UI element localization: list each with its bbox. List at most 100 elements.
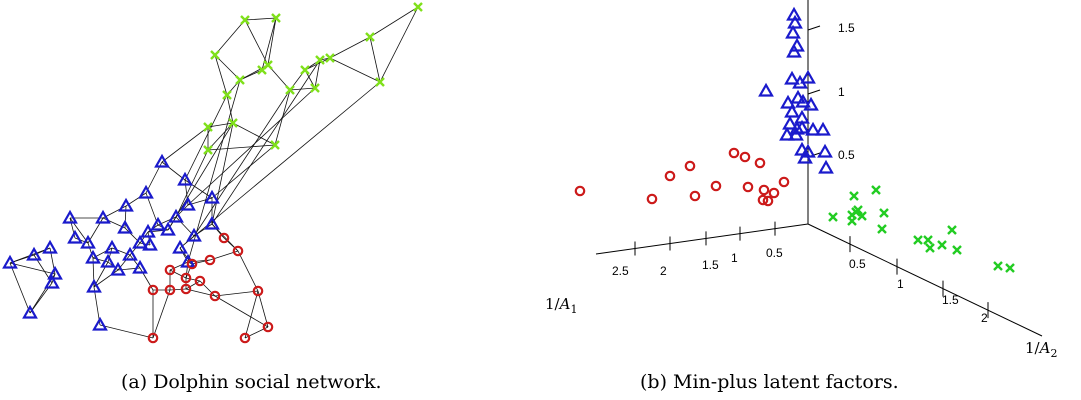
network-node-circle [186, 258, 198, 270]
scatter-point-triangle [784, 70, 800, 85]
network-node-triangle [138, 184, 154, 199]
scatter-point-circle [646, 193, 658, 205]
network-node-circle [262, 321, 274, 333]
network-nodes [2, 2, 423, 344]
network-node-circle [218, 232, 230, 244]
network-node-circle [164, 284, 176, 296]
scatter-point-cross [853, 205, 863, 215]
network-node-triangle [142, 236, 158, 251]
axis-label-right: 1/A2 [1025, 339, 1057, 360]
scatter-point-circle [664, 170, 676, 182]
network-edge [244, 17, 277, 21]
network-node-triangle [2, 254, 18, 269]
scatter-point-cross [913, 235, 923, 245]
panel-b-scatter: 0.5 1 1.5 0.5 1 1.5 2 2.5 0.5 1 1.5 2 1/A1 1/A2 [545, 0, 1057, 360]
network-edge [239, 69, 263, 81]
network-node-triangle [180, 196, 196, 211]
network-node-triangle [92, 316, 108, 331]
network-node-triangle [177, 171, 193, 186]
network-edge [9, 262, 56, 275]
network-node-circle [239, 332, 251, 344]
network-node-cross [413, 2, 423, 12]
scatter-point-triangle [785, 24, 801, 39]
scatter-point-triangle [790, 89, 806, 104]
scatter-point-triangle [795, 93, 811, 108]
scatter-point-cross [947, 225, 957, 235]
network-edge [161, 161, 186, 181]
network-edge [289, 87, 316, 91]
axis-label-left: 1/A1 [545, 295, 577, 316]
scatter-point-triangle [784, 103, 800, 118]
network-node-cross [257, 65, 267, 75]
network-edge [152, 289, 171, 339]
network-edge [175, 216, 195, 237]
network-edge [184, 94, 228, 181]
network-edge [169, 269, 187, 279]
network-edge [267, 17, 277, 66]
vertical-tick-label: 1.5 [838, 21, 855, 35]
network-edge [314, 59, 321, 89]
network-edge [211, 144, 276, 199]
network-node-triangle [172, 239, 188, 254]
network-node-cross [203, 145, 213, 155]
network-node-circle [147, 284, 159, 296]
scatter-point-cross [952, 245, 962, 255]
panel-a-network [2, 2, 423, 344]
network-edge [167, 122, 234, 231]
network-node-triangle [86, 278, 102, 293]
network-node-triangle [168, 208, 184, 223]
scatter-point-cross [993, 261, 1003, 271]
network-node-triangle [44, 274, 60, 289]
scatter-point-circle [742, 181, 754, 193]
network-node-triangle [132, 234, 148, 249]
network-node-triangle [160, 221, 176, 236]
scatter-point-triangle [788, 126, 804, 141]
scatter-point-circle [768, 187, 780, 199]
network-node-triangle [80, 234, 96, 249]
left-tick-label: 1.5 [702, 258, 719, 272]
network-node-triangle [204, 189, 220, 204]
scatter-point-circle [684, 160, 696, 172]
scatter-point-triangle [803, 96, 819, 111]
network-edge [244, 290, 259, 339]
vertical-tick [807, 25, 821, 31]
scatter-point-circle [757, 194, 769, 206]
scatter-point-circle [689, 190, 701, 202]
right-tick-label: 0.5 [849, 257, 866, 271]
network-node-triangle [62, 209, 78, 224]
network-node-triangle [26, 246, 42, 261]
network-node-cross [210, 50, 220, 60]
scatter-point-cross [849, 191, 859, 201]
left-tick-label: 0.5 [766, 246, 783, 260]
scatter-point-circle [754, 157, 766, 169]
scatter-point-cross [1005, 263, 1015, 273]
network-edge [9, 262, 31, 314]
network-edge [329, 36, 371, 59]
network-node-cross [310, 83, 320, 93]
scatter-point-triangle [800, 69, 816, 84]
network-edge [232, 122, 276, 146]
network-node-triangle [140, 223, 156, 238]
network-edge [214, 54, 241, 81]
scatter-points [574, 6, 1015, 273]
network-edge [379, 6, 419, 83]
network-node-cross [235, 75, 245, 85]
left-axis [595, 223, 809, 255]
network-node-cross [365, 32, 375, 42]
network-edge [257, 290, 269, 328]
network-edge [369, 36, 381, 83]
network-node-circle [147, 332, 159, 344]
scatter-point-cross [871, 185, 881, 195]
network-edge [214, 54, 228, 96]
scatter-point-triangle [787, 14, 803, 29]
network-edge [185, 277, 201, 282]
scatter-point-circle [739, 151, 751, 163]
network-node-triangle [204, 215, 220, 230]
network-node-circle [194, 275, 206, 287]
scatter-point-triangle [786, 43, 802, 58]
network-edge [169, 288, 187, 291]
scatter-point-cross [925, 243, 935, 253]
network-edge [187, 87, 316, 206]
network-node-circle [232, 245, 244, 257]
network-node-triangle [42, 239, 58, 254]
